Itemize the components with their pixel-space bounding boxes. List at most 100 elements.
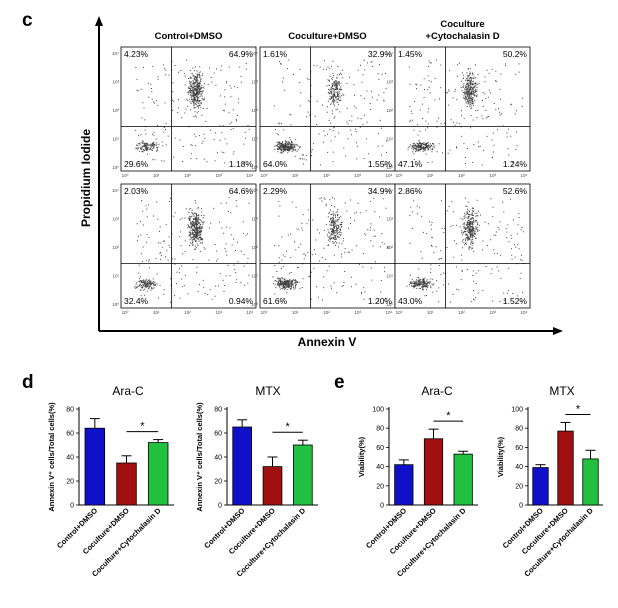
panel-c-x-arrow — [553, 327, 563, 335]
bar — [394, 464, 414, 506]
quadrant-ul-value: 4.23% — [124, 49, 149, 59]
quadrant-lr-value: 1.24% — [503, 159, 528, 169]
bar-chart: MTX Annexin V⁺ cells/Total cells(%) 0 20 40 6… — [195, 384, 318, 579]
quadrant-ul-value: 2.29% — [263, 186, 288, 196]
y-tick-label: 10³ — [112, 217, 119, 222]
quadrant-lr-value: 0.94% — [229, 296, 254, 306]
y-tick-label: 20 — [376, 483, 384, 490]
y-tick-label: 40 — [214, 455, 222, 462]
x-tick-label: 10⁰ — [396, 310, 403, 315]
quadrant-ll-value: 32.4% — [124, 296, 149, 306]
y-tick-label: 10⁰ — [112, 165, 119, 170]
x-tick-label: 10² — [184, 173, 191, 178]
bar-chart: Ara-CViability(%)020406080100Control+DMS… — [357, 384, 478, 579]
significance-star: * — [286, 421, 291, 433]
y-tick-label: 20 — [515, 483, 523, 490]
bar — [557, 430, 574, 506]
y-tick-label: 10³ — [386, 80, 393, 85]
x-tick-label: 10³ — [215, 310, 222, 315]
quadrant-ul-value: 2.86% — [398, 186, 423, 196]
y-tick-label: 10⁴ — [112, 188, 119, 193]
bar — [232, 426, 252, 506]
chart-y-label: Viability(%) — [357, 436, 366, 477]
flow-plot-frame — [394, 183, 531, 309]
x-tick-label: 10⁰ — [261, 310, 268, 315]
y-tick-label: 80 — [515, 426, 523, 433]
y-tick-label: 10⁰ — [386, 302, 393, 307]
y-tick-label: 20 — [66, 479, 74, 486]
panel-c-flow-cytometry: Propidium Iodide Annexin V Control+DMSO C… — [79, 16, 563, 349]
bar — [453, 453, 473, 506]
y-tick-label: 0 — [380, 503, 384, 510]
quadrant-lr-value: 1.18% — [229, 159, 254, 169]
bar-charts: Ara-C Annexin V⁺ cells/Total cells(%) 0 20 4… — [47, 384, 603, 579]
y-tick-label: 10² — [251, 245, 258, 250]
quadrant-ll-value: 43.0% — [398, 296, 423, 306]
column-title: Coculture — [440, 19, 484, 30]
chart-y-label: Viability(%) — [496, 436, 505, 477]
y-tick-label: 10⁰ — [112, 302, 119, 307]
quadrant-ll-value: 29.6% — [124, 159, 149, 169]
y-tick-label: 0 — [519, 503, 523, 510]
x-tick-label: 10⁰ — [122, 173, 129, 178]
chart-y-label: Annexin V⁺ cells/Total cells(%) — [47, 402, 56, 512]
panel-c-column-titles: Control+DMSO Coculture+DMSO Coculture+Cyto… — [155, 19, 500, 42]
y-tick-label: 10⁴ — [386, 51, 393, 56]
y-tick-label: 10⁴ — [251, 51, 258, 56]
y-tick-label: 10³ — [251, 217, 258, 222]
significance-star: * — [576, 403, 581, 415]
bar — [116, 462, 137, 506]
y-tick-label: 10³ — [112, 80, 119, 85]
quadrant-ur-value: 52.6% — [503, 186, 528, 196]
quadrant-lr-value: 1.55% — [368, 159, 393, 169]
x-tick-label: 10⁴ — [247, 310, 254, 315]
bar-chart: MTXViability(%)020406080100Control+DMSOC… — [496, 384, 603, 579]
quadrant-ll-value: 64.0% — [263, 159, 288, 169]
y-tick-label: 10¹ — [386, 274, 393, 279]
y-tick-label: 10¹ — [112, 274, 119, 279]
y-tick-label: 10⁴ — [386, 188, 393, 193]
x-tick-label: 10³ — [354, 310, 361, 315]
quadrant-ul-value: 1.61% — [263, 49, 288, 59]
bar — [84, 427, 106, 506]
quadrant-lr-value: 1.52% — [503, 296, 528, 306]
x-tick-label: 10² — [323, 173, 330, 178]
x-tick-label: 10⁴ — [247, 173, 254, 178]
y-tick-label: 20 — [214, 479, 222, 486]
x-tick-label: 10³ — [489, 173, 496, 178]
flow-plot-frame — [120, 183, 257, 309]
column-title: Coculture+DMSO — [288, 31, 366, 42]
x-tick-label: 10¹ — [153, 310, 160, 315]
bar — [582, 458, 599, 506]
panel-d-label: d — [22, 372, 34, 393]
x-tick-label: 10¹ — [292, 173, 299, 178]
quadrant-ll-value: 61.6% — [263, 296, 288, 306]
y-tick-label: 40 — [515, 464, 523, 471]
significance-star: * — [140, 421, 145, 433]
x-tick-label: 10² — [458, 173, 465, 178]
x-tick-label: 10⁰ — [261, 173, 268, 178]
y-tick-label: 0 — [218, 503, 222, 510]
chart-title: MTX — [549, 384, 574, 398]
x-tick-label: 10³ — [354, 173, 361, 178]
y-tick-label: 10² — [112, 245, 119, 250]
x-tick-label: 10⁴ — [521, 310, 528, 315]
x-tick-label: 10¹ — [292, 310, 299, 315]
y-tick-label: 10⁴ — [112, 51, 119, 56]
quadrant-ur-value: 64.6% — [229, 186, 254, 196]
y-tick-label: 60 — [66, 431, 74, 438]
y-tick-label: 100 — [372, 407, 384, 414]
y-tick-label: 40 — [376, 464, 384, 471]
quadrant-ur-value: 34.9% — [368, 186, 393, 196]
y-tick-label: 80 — [214, 407, 222, 414]
y-tick-label: 10² — [386, 245, 393, 250]
bar — [423, 438, 444, 506]
y-tick-label: 60 — [515, 445, 523, 452]
column-title: Control+DMSO — [155, 31, 223, 42]
x-tick-label: 10² — [323, 310, 330, 315]
